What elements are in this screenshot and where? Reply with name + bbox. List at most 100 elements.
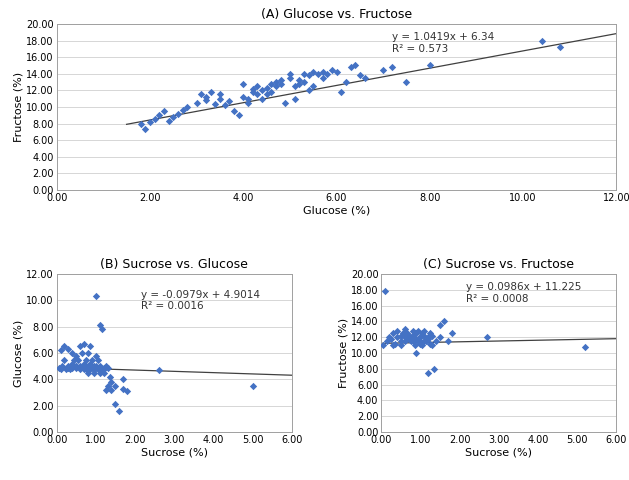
Point bbox=[59, 343, 69, 350]
Point bbox=[57, 362, 67, 370]
Point bbox=[380, 288, 390, 295]
Point bbox=[345, 63, 355, 71]
Point bbox=[327, 66, 337, 73]
Point bbox=[406, 334, 416, 341]
Point bbox=[413, 337, 423, 345]
Point bbox=[447, 329, 457, 337]
Point bbox=[103, 382, 113, 390]
Point bbox=[266, 88, 276, 96]
Point bbox=[75, 343, 85, 350]
Point bbox=[406, 337, 416, 345]
Point bbox=[386, 335, 396, 343]
Point bbox=[399, 325, 409, 333]
Point bbox=[248, 382, 258, 390]
Y-axis label: Glucose (%): Glucose (%) bbox=[13, 319, 23, 387]
Point bbox=[201, 96, 211, 104]
Point bbox=[114, 407, 125, 415]
Point bbox=[238, 80, 248, 87]
Point bbox=[89, 362, 99, 370]
Point bbox=[64, 364, 74, 372]
Point bbox=[378, 66, 388, 73]
Point bbox=[408, 327, 418, 335]
Point bbox=[79, 340, 89, 348]
Point bbox=[308, 83, 318, 90]
Point bbox=[396, 341, 406, 349]
Point bbox=[110, 382, 120, 390]
Point bbox=[420, 327, 430, 335]
Point bbox=[95, 322, 105, 329]
Point bbox=[136, 120, 146, 127]
Point bbox=[85, 343, 95, 350]
Point bbox=[423, 334, 433, 341]
Point bbox=[91, 364, 101, 372]
Point bbox=[79, 360, 89, 367]
Point bbox=[159, 107, 169, 115]
Point bbox=[443, 337, 453, 345]
Point bbox=[97, 325, 107, 333]
Point bbox=[71, 362, 81, 370]
Point bbox=[396, 337, 406, 345]
Point bbox=[388, 341, 398, 349]
Title: (C) Sucrose vs. Fructose: (C) Sucrose vs. Fructose bbox=[423, 259, 574, 272]
Point bbox=[262, 84, 272, 92]
Point bbox=[83, 369, 93, 377]
Point bbox=[215, 96, 225, 103]
Point bbox=[71, 352, 81, 360]
Point bbox=[215, 91, 225, 98]
Point bbox=[399, 337, 409, 345]
Point bbox=[92, 356, 103, 363]
Point bbox=[482, 334, 492, 341]
Point bbox=[294, 80, 304, 87]
Y-axis label: Fructose (%): Fructose (%) bbox=[338, 318, 348, 388]
Point bbox=[67, 360, 77, 367]
X-axis label: Glucose (%): Glucose (%) bbox=[303, 205, 370, 216]
Point bbox=[182, 103, 192, 111]
Point bbox=[280, 99, 290, 107]
Point bbox=[106, 378, 116, 386]
Point bbox=[404, 332, 414, 339]
Point bbox=[87, 356, 97, 363]
Title: (A) Glucose vs. Fructose: (A) Glucose vs. Fructose bbox=[261, 9, 412, 22]
Point bbox=[417, 341, 427, 349]
Point bbox=[81, 365, 91, 372]
Point bbox=[118, 385, 128, 393]
Point bbox=[220, 101, 230, 109]
Point bbox=[150, 116, 160, 123]
Point bbox=[392, 334, 402, 341]
Point bbox=[299, 78, 309, 86]
Point bbox=[164, 117, 174, 125]
Point bbox=[276, 80, 286, 87]
Point bbox=[425, 340, 435, 348]
Point bbox=[91, 293, 101, 300]
Point bbox=[271, 83, 281, 90]
Point bbox=[85, 365, 95, 372]
Point bbox=[355, 72, 365, 79]
Point bbox=[64, 345, 74, 353]
Point bbox=[122, 387, 132, 395]
Point bbox=[425, 61, 435, 69]
Point bbox=[411, 329, 421, 337]
Point bbox=[427, 341, 437, 349]
Point bbox=[62, 365, 72, 372]
Point bbox=[331, 68, 342, 76]
Point bbox=[103, 364, 113, 372]
Point bbox=[435, 334, 445, 341]
Point bbox=[408, 337, 418, 345]
Point bbox=[101, 362, 111, 370]
Point bbox=[99, 365, 109, 372]
Point bbox=[101, 386, 111, 394]
Point bbox=[411, 349, 421, 357]
Point bbox=[341, 78, 351, 86]
Point bbox=[439, 318, 449, 325]
Point bbox=[153, 366, 164, 374]
Point bbox=[243, 99, 253, 107]
Point bbox=[266, 80, 276, 87]
Point bbox=[248, 85, 258, 93]
Point bbox=[289, 95, 299, 102]
Point bbox=[404, 335, 414, 343]
Point bbox=[59, 356, 69, 363]
Point bbox=[233, 111, 243, 119]
Point bbox=[580, 343, 590, 350]
Point bbox=[99, 369, 109, 377]
Point bbox=[238, 93, 248, 101]
